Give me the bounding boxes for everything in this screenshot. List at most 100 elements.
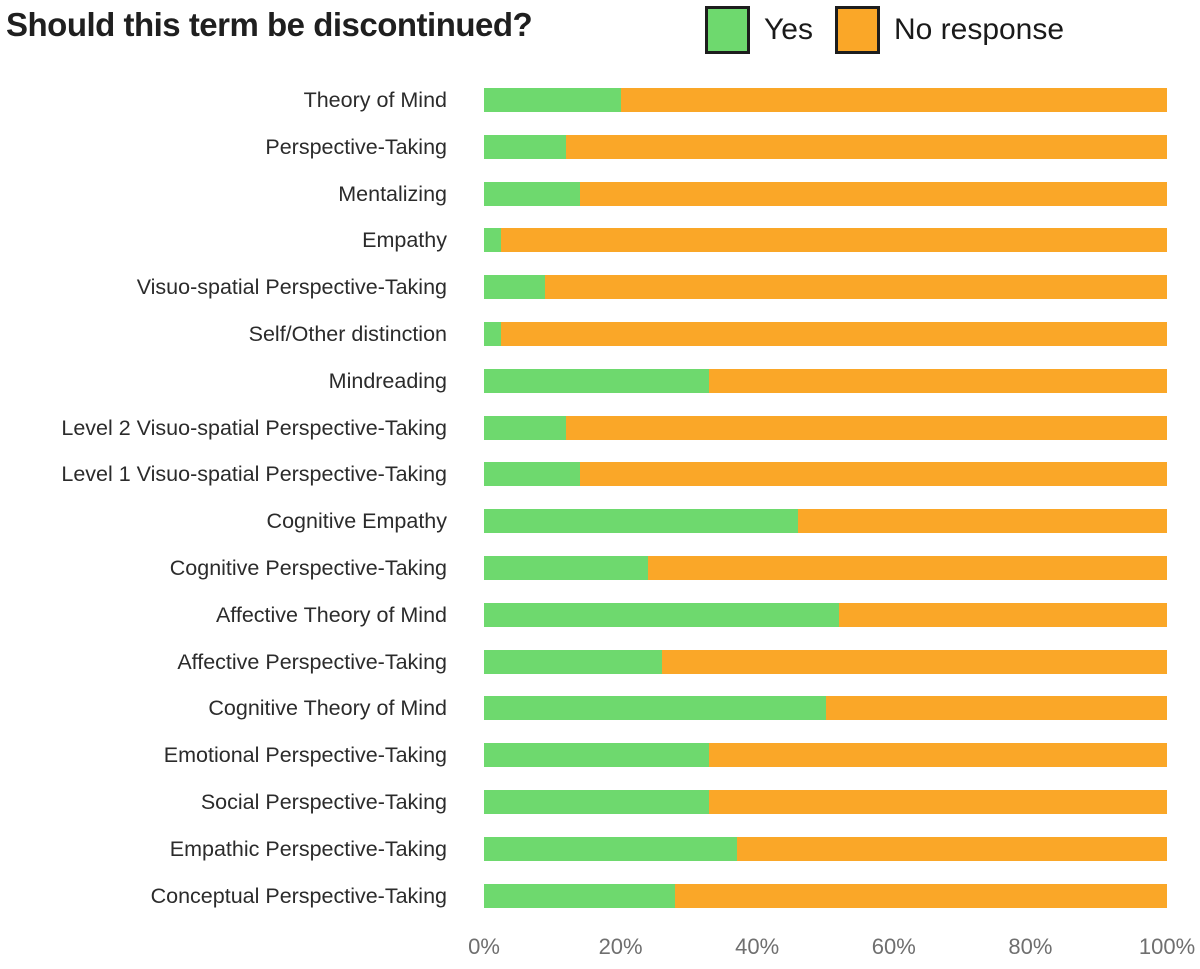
chart-header: Should this term be discontinued? Yes No … xyxy=(0,0,1200,88)
bar-track xyxy=(484,368,1167,393)
bar-track xyxy=(484,836,1167,861)
bar-segment-yes xyxy=(484,649,662,674)
category-label: Mindreading xyxy=(328,368,447,393)
category-label: Theory of Mind xyxy=(303,88,447,112)
table-row: Social Perspective-Taking xyxy=(0,789,1167,814)
table-row: Level 2 Visuo-spatial Perspective-Taking xyxy=(0,415,1167,440)
bar-segment-yes xyxy=(484,181,580,206)
bar-track xyxy=(484,462,1167,487)
table-row: Cognitive Empathy xyxy=(0,509,1167,534)
x-axis: 0% 20% 40% 60% 80% 100% xyxy=(468,933,1195,962)
legend-swatch-yes xyxy=(705,6,750,54)
bar-segment-yes xyxy=(484,836,737,861)
bar-track xyxy=(484,555,1167,580)
table-row: Visuo-spatial Perspective-Taking xyxy=(0,275,1167,300)
bar-segment-yes xyxy=(484,228,502,253)
bar-segment-yes xyxy=(484,602,840,627)
bar-track xyxy=(484,181,1167,206)
bar-segment-no-response xyxy=(709,743,1167,768)
bar-segment-no-response xyxy=(501,228,1167,253)
category-label: Social Perspective-Taking xyxy=(200,789,447,814)
axis-tick-label: 20% xyxy=(598,933,643,959)
bar-segment-yes xyxy=(484,275,546,300)
table-row: Cognitive Theory of Mind xyxy=(0,696,1167,721)
category-label: Self/Other distinction xyxy=(248,321,447,346)
table-row: Affective Theory of Mind xyxy=(0,602,1167,627)
bar-track xyxy=(484,789,1167,814)
legend-label: Yes xyxy=(764,13,813,46)
bar-segment-no-response xyxy=(620,88,1167,112)
bar-segment-no-response xyxy=(545,275,1167,300)
bar-track xyxy=(484,415,1167,440)
category-label: Cognitive Empathy xyxy=(266,509,447,534)
axis-tick-label: 0% xyxy=(468,933,500,959)
bar-segment-no-response xyxy=(736,836,1167,861)
bar-segment-no-response xyxy=(661,649,1167,674)
bar-track xyxy=(484,743,1167,768)
bar-track xyxy=(484,88,1167,112)
bar-segment-no-response xyxy=(709,368,1167,393)
bar-segment-yes xyxy=(484,509,799,534)
category-label: Level 2 Visuo-spatial Perspective-Taking xyxy=(61,415,447,440)
bar-segment-yes xyxy=(484,321,502,346)
bar-segment-no-response xyxy=(839,602,1167,627)
bar-track xyxy=(484,321,1167,346)
axis-tick-label: 60% xyxy=(871,933,916,959)
bar-track xyxy=(484,228,1167,253)
bar-rows: Theory of Mind Perspective-Taking Mentaliz… xyxy=(0,88,1200,908)
bar-segment-no-response xyxy=(565,415,1167,440)
table-row: Emotional Perspective-Taking xyxy=(0,743,1167,768)
category-label: Empathic Perspective-Taking xyxy=(169,836,447,861)
bar-segment-no-response xyxy=(647,555,1167,580)
table-row: Cognitive Perspective-Taking xyxy=(0,555,1167,580)
bar-segment-yes xyxy=(484,555,648,580)
table-row: Affective Perspective-Taking xyxy=(0,649,1167,674)
bar-segment-yes xyxy=(484,883,676,908)
bar-segment-yes xyxy=(484,88,621,112)
table-row: Mindreading xyxy=(0,368,1167,393)
bar-segment-yes xyxy=(484,743,710,768)
category-label: Level 1 Visuo-spatial Perspective-Taking xyxy=(61,462,447,487)
bar-segment-yes xyxy=(484,789,710,814)
table-row: Empathy xyxy=(0,228,1167,253)
category-label: Affective Perspective-Taking xyxy=(177,649,447,674)
bar-segment-yes xyxy=(484,462,580,487)
category-label: Empathy xyxy=(362,228,447,253)
bar-track xyxy=(484,509,1167,534)
bar-segment-yes xyxy=(484,696,826,721)
category-label: Visuo-spatial Perspective-Taking xyxy=(136,275,447,300)
bar-segment-no-response xyxy=(675,883,1167,908)
bar-track xyxy=(484,134,1167,159)
bar-segment-no-response xyxy=(709,789,1167,814)
legend-label: No response xyxy=(893,13,1065,46)
chart-title: Should this term be discontinued? xyxy=(6,6,533,43)
table-row: Theory of Mind xyxy=(0,88,1167,112)
bar-segment-yes xyxy=(484,134,566,159)
axis-tick-label: 100% xyxy=(1138,933,1196,959)
category-label: Conceptual Perspective-Taking xyxy=(150,883,447,908)
table-row: Mentalizing xyxy=(0,181,1167,206)
category-label: Cognitive Theory of Mind xyxy=(208,696,447,721)
table-row: Self/Other distinction xyxy=(0,321,1167,346)
bar-segment-no-response xyxy=(501,321,1167,346)
bar-segment-yes xyxy=(484,368,710,393)
bar-track xyxy=(484,649,1167,674)
table-row: Conceptual Perspective-Taking xyxy=(0,883,1167,908)
category-label: Affective Theory of Mind xyxy=(215,602,447,627)
legend: Yes No response xyxy=(705,5,1086,55)
bar-segment-no-response xyxy=(579,462,1167,487)
bar-track xyxy=(484,696,1167,721)
bar-track xyxy=(484,275,1167,300)
bar-segment-no-response xyxy=(579,181,1167,206)
axis-tick-label: 40% xyxy=(735,933,780,959)
table-row: Empathic Perspective-Taking xyxy=(0,836,1167,861)
bar-segment-no-response xyxy=(565,134,1167,159)
bar-segment-no-response xyxy=(798,509,1167,534)
category-label: Mentalizing xyxy=(338,181,447,206)
category-label: Cognitive Perspective-Taking xyxy=(169,555,447,580)
table-row: Perspective-Taking xyxy=(0,134,1167,159)
bar-track xyxy=(484,883,1167,908)
table-row: Level 1 Visuo-spatial Perspective-Taking xyxy=(0,462,1167,487)
legend-swatch-no-response xyxy=(834,6,880,54)
